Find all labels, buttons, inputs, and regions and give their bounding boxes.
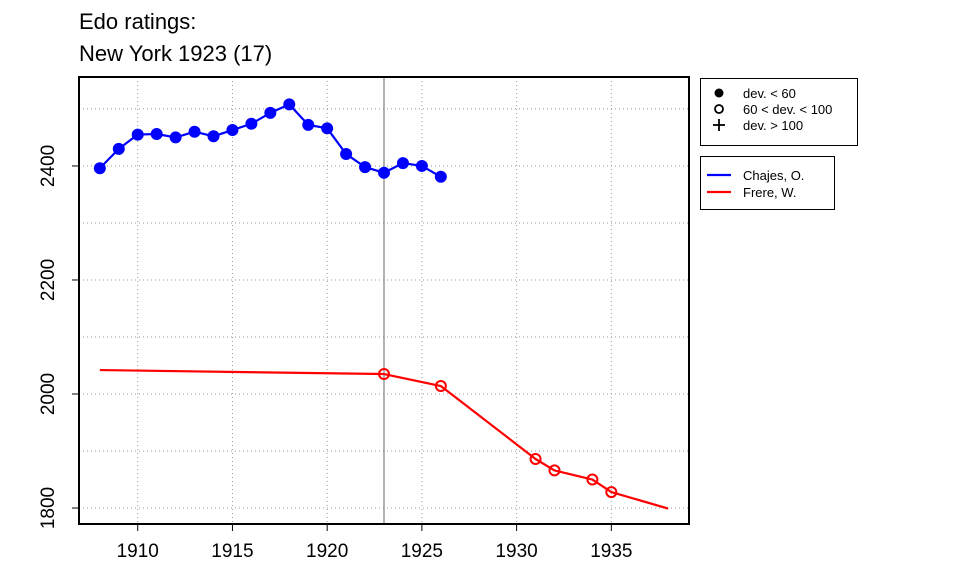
data-point bbox=[169, 131, 182, 144]
data-point bbox=[245, 117, 258, 130]
data-point bbox=[321, 122, 334, 135]
open-circle-icon bbox=[714, 104, 724, 114]
x-tick-label: 1920 bbox=[306, 541, 348, 562]
data-point bbox=[548, 464, 561, 477]
x-tick-label: 1930 bbox=[495, 541, 537, 562]
deviation-legend-label: dev. > 100 bbox=[743, 118, 804, 133]
plus-icon bbox=[713, 119, 725, 131]
data-point bbox=[359, 161, 372, 174]
data-point bbox=[415, 159, 428, 172]
chart-title: Edo ratings: bbox=[79, 9, 197, 34]
data-point bbox=[302, 118, 315, 131]
x-tick-label: 1935 bbox=[590, 541, 632, 562]
data-point bbox=[207, 130, 220, 143]
series-line bbox=[99, 368, 669, 510]
deviation-legend: dev. < 60 60 < dev. < 100 dev. > 100 bbox=[700, 78, 858, 146]
data-point bbox=[264, 106, 277, 119]
deviation-legend-label: dev. < 60 bbox=[743, 86, 796, 101]
deviation-legend-entry: dev. > 100 bbox=[701, 117, 857, 133]
line-swatch-icon bbox=[707, 190, 731, 194]
deviation-legend-label: 60 < dev. < 100 bbox=[743, 102, 833, 117]
data-point bbox=[378, 368, 390, 381]
x-tick-label: 1915 bbox=[211, 541, 253, 562]
plot-frame bbox=[78, 76, 690, 525]
line-swatch-icon bbox=[707, 173, 731, 177]
deviation-legend-entry: dev. < 60 bbox=[701, 85, 857, 101]
data-point bbox=[131, 128, 144, 141]
data-point bbox=[529, 453, 542, 466]
y-tick-label: 2200 bbox=[38, 259, 59, 301]
data-point bbox=[605, 486, 618, 499]
filled-circle-icon bbox=[714, 88, 724, 98]
data-point bbox=[586, 473, 599, 486]
x-tick-label: 1925 bbox=[401, 541, 443, 562]
series-legend-label: Chajes, O. bbox=[743, 168, 805, 183]
data-point bbox=[378, 166, 390, 179]
y-tick-label: 2400 bbox=[38, 145, 59, 187]
data-point bbox=[226, 124, 239, 137]
data-point bbox=[112, 142, 125, 155]
data-point bbox=[434, 380, 447, 393]
chart-subtitle: New York 1923 (17) bbox=[79, 41, 273, 66]
data-point bbox=[283, 98, 296, 111]
series-legend: Chajes, O. Frere, W. bbox=[700, 156, 835, 210]
series-legend-label: Frere, W. bbox=[743, 185, 797, 200]
data-point bbox=[434, 170, 447, 183]
data-point bbox=[150, 128, 163, 141]
deviation-legend-entry: 60 < dev. < 100 bbox=[701, 101, 857, 117]
series-chajes-o bbox=[93, 98, 447, 183]
data-point bbox=[340, 147, 353, 160]
series-frere-w bbox=[99, 368, 669, 510]
data-point bbox=[93, 162, 106, 175]
data-point bbox=[188, 125, 201, 138]
series-legend-entry: Chajes, O. bbox=[701, 167, 834, 183]
y-tick-label: 1800 bbox=[38, 487, 59, 529]
data-point bbox=[396, 157, 409, 170]
series-legend-entry: Frere, W. bbox=[701, 184, 834, 200]
y-tick-label: 2000 bbox=[38, 373, 59, 415]
x-tick-label: 1910 bbox=[117, 541, 159, 562]
